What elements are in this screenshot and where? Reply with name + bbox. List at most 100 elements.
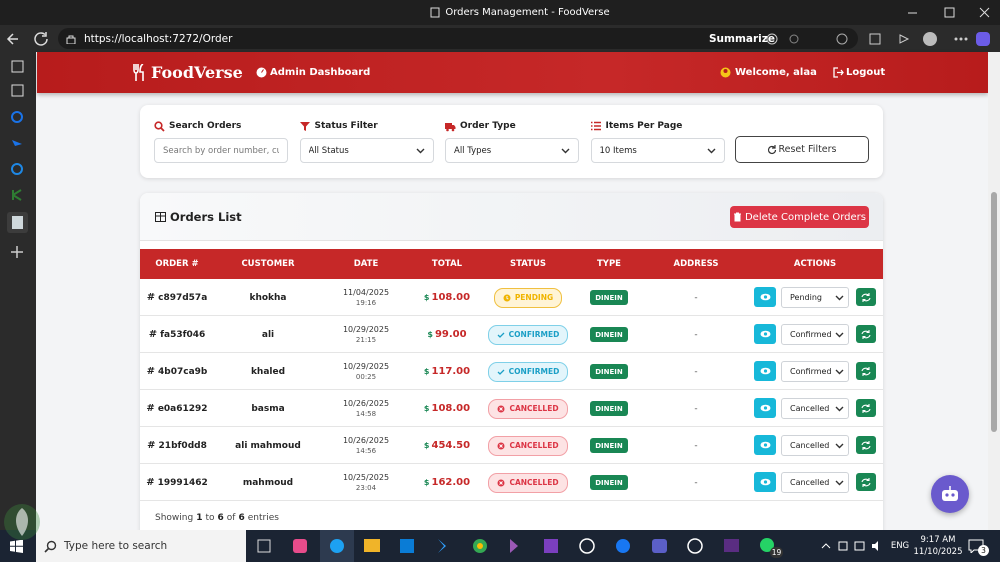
- order-id-text: c897d57a: [158, 292, 208, 303]
- sidebar-icons[interactable]: [0, 52, 36, 530]
- language[interactable]: ENG: [887, 530, 913, 562]
- scrollbar[interactable]: [988, 52, 1000, 530]
- orders-title-text: Orders List: [170, 210, 242, 224]
- total: $108.00: [412, 279, 482, 316]
- filter-select[interactable]: 10 Items: [590, 138, 725, 163]
- customer: khokha: [249, 292, 287, 303]
- status-text: CONFIRMED: [508, 330, 560, 339]
- filter-select[interactable]: All Status: [299, 138, 434, 163]
- delete-button[interactable]: Delete Complete Orders: [730, 206, 869, 228]
- type-cell: DINEIN: [579, 427, 639, 464]
- type-badge: DINEIN: [590, 475, 628, 490]
- window-title-text: Orders Management - FoodVerse: [445, 7, 610, 18]
- taskbar: Type here to search 19 ENG 9:17 AM 11/10…: [0, 530, 1000, 562]
- status-select-value: Confirmed: [790, 367, 832, 376]
- toolbar-icons[interactable]: [766, 31, 996, 47]
- table-row: #19991462 mahmoud 10/25/2025 23:04 $162.00 CA…: [140, 464, 883, 501]
- brand-text: FoodVerse: [151, 63, 243, 82]
- order-id-prefix: #: [146, 292, 156, 303]
- view-button[interactable]: [754, 361, 776, 381]
- table-header: ORDER # CUSTOMER DATE TOTAL STATUS TYPE ADDRES…: [140, 249, 883, 279]
- start-button[interactable]: [10, 540, 23, 553]
- address-field[interactable]: https://localhost:7272/Order: [58, 28, 858, 49]
- total: $99.00: [412, 316, 482, 353]
- address: -: [694, 292, 698, 303]
- logout-icon: [833, 67, 844, 78]
- table-row: # c897d57a khokha 11/04/2025 19:16 $108.00 PEN…: [140, 279, 883, 316]
- currency: $: [423, 367, 430, 376]
- filter-label-text: Search Orders: [169, 121, 242, 131]
- status-select[interactable]: Pending: [781, 287, 849, 308]
- footer-text: Showing: [155, 513, 194, 523]
- scroll-thumb[interactable]: [991, 192, 997, 432]
- column-header: STATUS: [509, 259, 546, 269]
- language-text: ENG: [890, 541, 910, 551]
- update-button[interactable]: [856, 362, 876, 380]
- status-select[interactable]: Cancelled: [781, 398, 849, 419]
- update-button[interactable]: [856, 436, 876, 454]
- clock[interactable]: 9:17 AM 11/10/2025: [912, 534, 964, 558]
- status-select-value: Cancelled: [790, 441, 830, 450]
- view-button[interactable]: [754, 398, 776, 418]
- table-icon: [155, 212, 166, 222]
- update-button[interactable]: [856, 288, 876, 306]
- delete-button-text: Delete Complete Orders: [744, 211, 867, 223]
- customer: ali: [261, 329, 275, 340]
- notification-icon[interactable]: [968, 539, 984, 553]
- status-select[interactable]: Cancelled: [781, 472, 849, 493]
- browser-sidebar: [0, 52, 36, 530]
- select-chevron: [707, 148, 715, 153]
- dashboard-link[interactable]: Admin Dashboard: [256, 52, 370, 93]
- status-select[interactable]: Confirmed: [781, 324, 849, 345]
- taskbar-apps[interactable]: [250, 530, 790, 562]
- reset-text: Reset Filters: [778, 144, 837, 155]
- orders-header: Orders List Delete Complete Orders: [140, 193, 883, 241]
- update-icon: [861, 477, 871, 487]
- status-select[interactable]: Confirmed: [781, 361, 849, 382]
- status-select[interactable]: Cancelled: [781, 435, 849, 456]
- window-controls[interactable]: [905, 6, 995, 20]
- update-button[interactable]: [856, 473, 876, 491]
- currency: $: [423, 478, 430, 487]
- nav-buttons[interactable]: [6, 31, 52, 47]
- watermark-logo: [4, 504, 40, 540]
- column-header: ORDER #: [155, 259, 199, 269]
- customer: mahmoud: [242, 477, 294, 488]
- table-row: #21bf0dd8 ali mahmoud 10/26/2025 14:56 $454.…: [140, 427, 883, 464]
- summarize[interactable]: Summarize: [709, 28, 775, 49]
- view-button[interactable]: [754, 324, 776, 344]
- footer-number: 6: [217, 513, 224, 523]
- total: $117.00: [412, 353, 482, 390]
- chatbot-button[interactable]: [931, 475, 969, 513]
- order-id-prefix: #: [146, 403, 155, 414]
- update-icon: [861, 366, 871, 376]
- window-title: Orders Management - FoodVerse: [420, 0, 620, 25]
- search-input[interactable]: Search by order number, cu: [154, 138, 288, 163]
- filter-icon: [154, 120, 165, 132]
- logout[interactable]: Logout: [833, 52, 885, 93]
- view-button[interactable]: [754, 287, 776, 307]
- filter-value: All Types: [454, 145, 492, 156]
- status-text: CONFIRMED: [508, 367, 560, 376]
- brand[interactable]: FoodVerse: [151, 52, 243, 93]
- view-button[interactable]: [754, 435, 776, 455]
- select-chevron: [835, 369, 844, 374]
- browser-toolbar: https://localhost:7272/Order Summarize: [0, 25, 1000, 52]
- update-button[interactable]: [856, 399, 876, 417]
- update-button[interactable]: [856, 325, 876, 343]
- tray-icons[interactable]: [820, 539, 886, 553]
- update-icon: [861, 292, 871, 302]
- select-chevron: [835, 295, 844, 300]
- time-text: 14:58: [355, 409, 377, 418]
- total: $108.00: [412, 390, 482, 427]
- reset-button[interactable]: Reset Filters: [735, 136, 869, 163]
- footer-text: of: [226, 513, 236, 523]
- address: -: [694, 440, 698, 451]
- filter-label: Status Filter: [299, 119, 378, 133]
- taskbar-search[interactable]: Type here to search: [36, 530, 246, 562]
- status-cell: CANCELLED: [483, 464, 573, 501]
- summarize-text: Summarize: [709, 32, 776, 45]
- filter-select[interactable]: All Types: [445, 138, 579, 163]
- view-button[interactable]: [754, 472, 776, 492]
